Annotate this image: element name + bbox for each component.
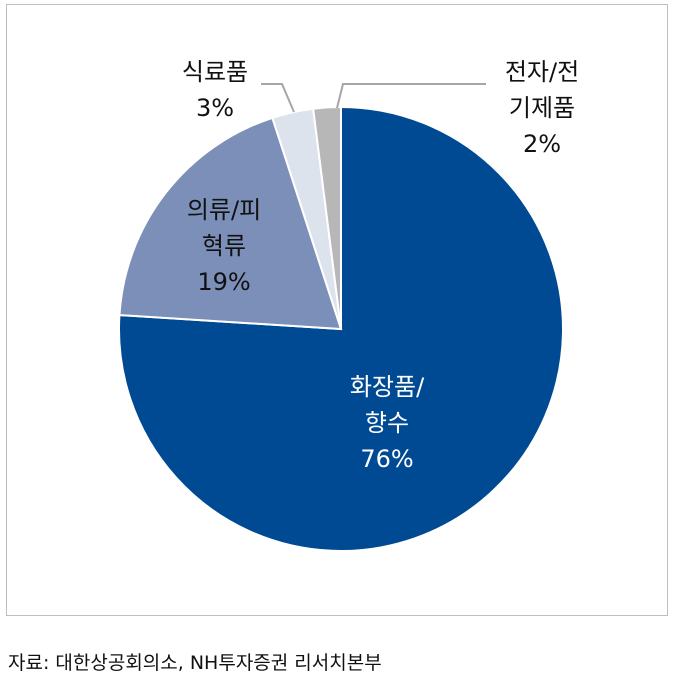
slice-label: 화장품/향수 76% [350, 373, 425, 473]
slice-value-label: 19% [197, 268, 250, 296]
slice-category-label: 전자/전 [505, 58, 579, 86]
slice-category-label: 식료품 [182, 58, 248, 86]
source-note: 자료: 대한상공회의소, NH투자증권 리서치본부 [8, 652, 382, 674]
slice-value-label: 3% [196, 94, 234, 122]
slice-category-label: 혁류 [202, 232, 246, 260]
slice-category-label: 화장품/ [350, 373, 425, 401]
pie-slice [118, 105, 564, 552]
slice-category-label: 기제품 [509, 94, 575, 122]
pie-slice [118, 116, 343, 331]
leader-line [261, 83, 295, 113]
slice-value-label: 2% [523, 130, 561, 158]
leader-line [336, 83, 486, 109]
pie-slice [312, 105, 342, 330]
slice-value-label: 76% [360, 445, 413, 473]
slice-category-label: 향수 [365, 409, 409, 437]
slice-category-label: 의류/피 [187, 196, 261, 224]
slice-label: 식료품 3% [182, 58, 248, 122]
